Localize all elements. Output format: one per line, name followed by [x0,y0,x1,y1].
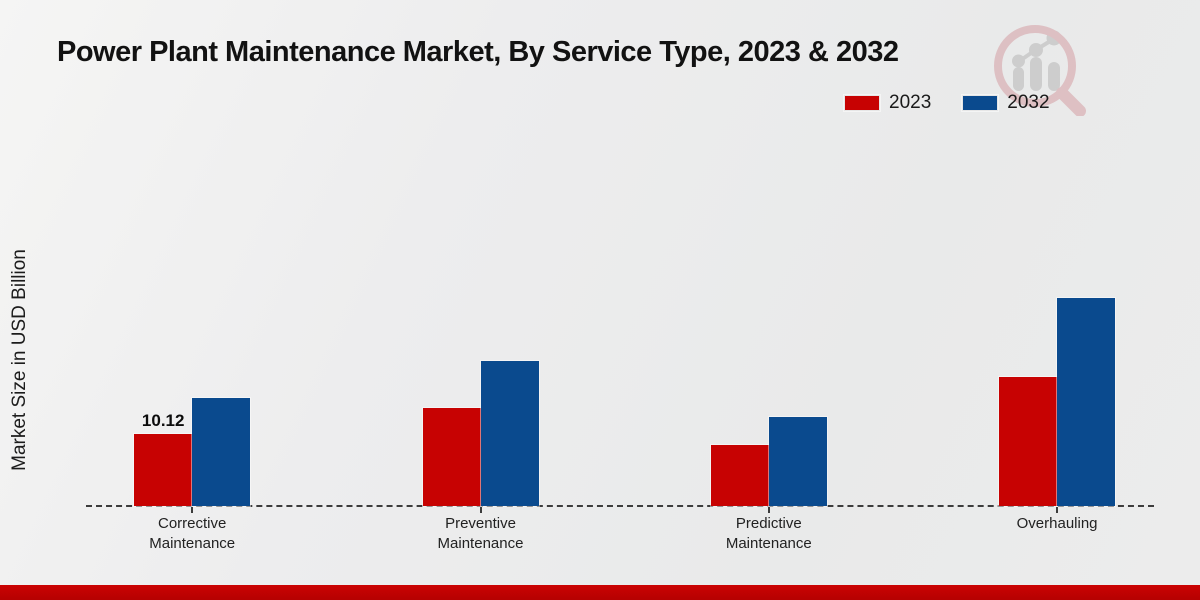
legend-swatch [963,95,998,110]
bar-2023-4 [999,377,1058,506]
category-label: Corrective Maintenance [149,515,236,553]
data-label: 10.12 [141,411,185,430]
footer-accent-bar [0,585,1200,600]
category-label: Overhauling [1016,515,1098,532]
legend-item-2023: 2023 [845,93,931,112]
bar-2032-3 [768,417,827,506]
bar-2023-1 [134,434,193,506]
x-axis-baseline [86,505,1154,507]
category-label: Preventive Maintenance [437,515,524,553]
legend-swatch [845,95,879,110]
bar-2023-2 [422,408,481,506]
legend: 2023 2032 [845,93,1050,112]
legend-item-2032: 2032 [963,92,1050,113]
bar-2032-1 [192,398,251,506]
x-axis-tick [1056,507,1059,513]
bar-2032-4 [1057,298,1116,506]
magnifier-bar-chart-logo-icon [983,20,1095,121]
category-label: Predictive Maintenance [725,515,812,553]
legend-label: 2032 [1007,92,1050,113]
bar-2023-3 [710,445,769,506]
bar-2032-2 [480,361,539,506]
x-axis-tick [191,507,194,513]
chart-title: Power Plant Maintenance Market, By Servi… [57,36,899,68]
legend-label: 2023 [889,92,932,113]
x-axis-tick [767,507,770,513]
x-axis-tick [479,507,482,513]
